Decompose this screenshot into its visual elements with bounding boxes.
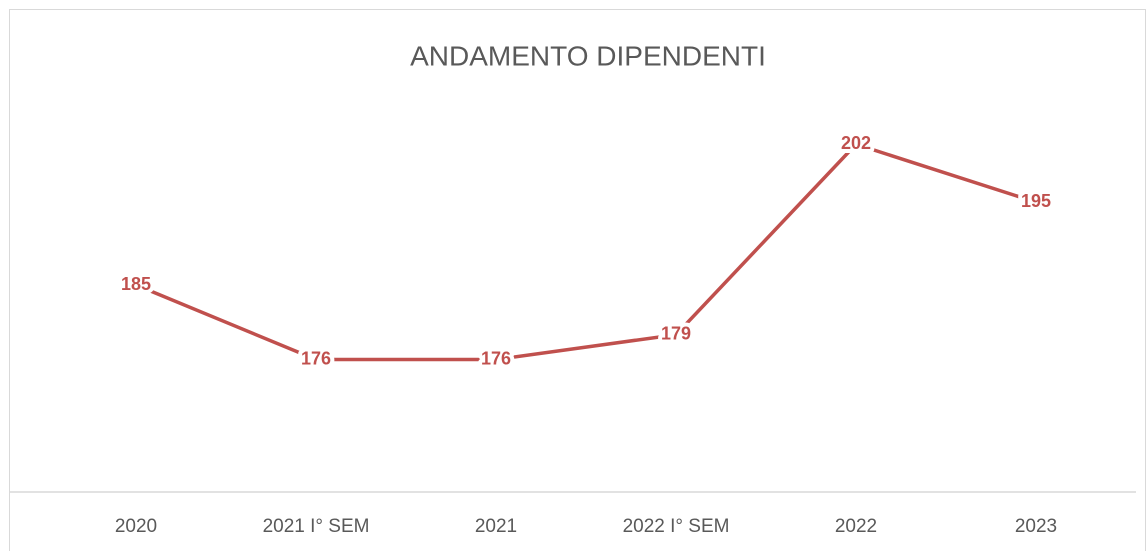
- x-tick-label: 2022: [835, 516, 877, 537]
- x-tick-label: 2021: [475, 516, 517, 537]
- chart-border: [9, 9, 1146, 551]
- data-label: 185: [121, 274, 151, 294]
- chart-title: ANDAMENTO DIPENDENTI: [410, 40, 766, 71]
- data-line: [135, 142, 1037, 362]
- data-label: 202: [841, 133, 871, 153]
- data-label: 179: [661, 323, 691, 343]
- x-tick-label: 2023: [1015, 516, 1057, 537]
- data-label: 195: [1021, 191, 1051, 211]
- x-tick-label: 2020: [115, 516, 157, 537]
- data-label: 176: [301, 348, 331, 368]
- x-tick-label: 2022 I° SEM: [623, 516, 730, 537]
- x-tick-label: 2021 I° SEM: [263, 516, 370, 537]
- data-label: 176: [481, 348, 511, 368]
